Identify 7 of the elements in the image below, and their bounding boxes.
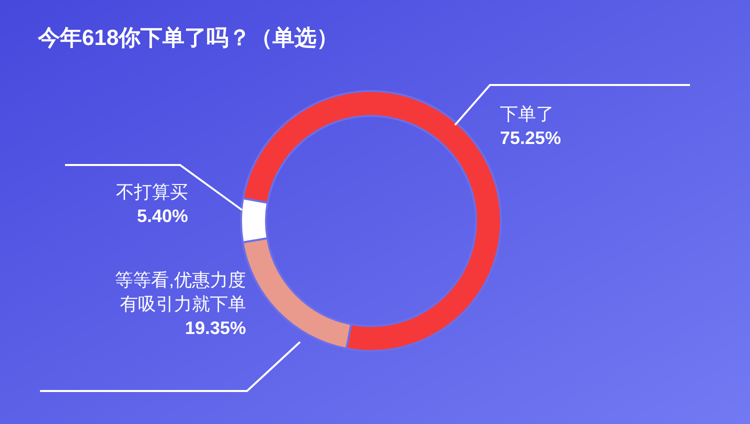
chart-title: 今年618你下单了吗？（单选）: [37, 25, 339, 50]
slice-label: 不打算买: [116, 182, 188, 202]
data-label: 19.35%: [184, 318, 246, 338]
slice-label: 等等看,优惠力度有吸引力就下单: [114, 270, 246, 314]
data-label: 75.25%: [500, 128, 562, 148]
slice-label: 下单了: [500, 104, 554, 124]
data-label: 5.40%: [136, 206, 188, 226]
